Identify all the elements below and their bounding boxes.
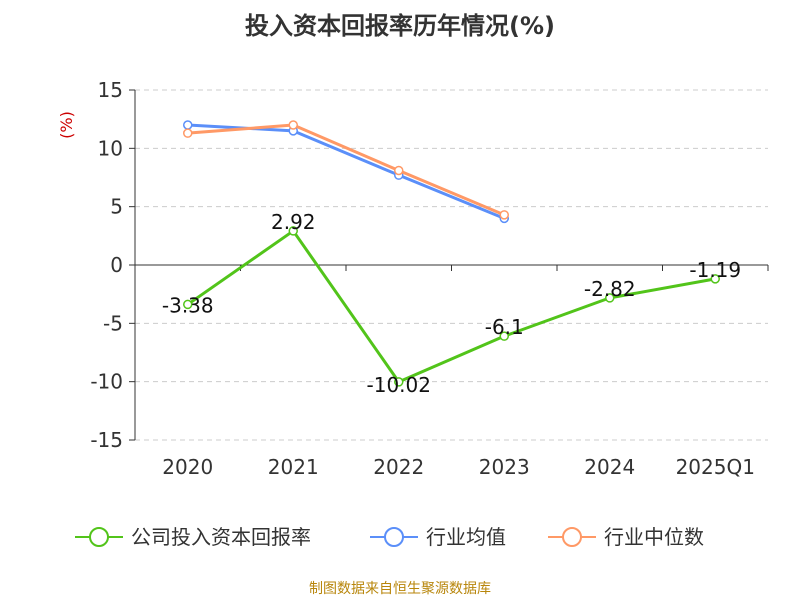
data-point[interactable] bbox=[605, 293, 615, 303]
data-label: -6.1 bbox=[485, 315, 524, 339]
grid-lines bbox=[135, 89, 768, 441]
y-tick-label: 0 bbox=[110, 253, 123, 277]
x-tick-label: 2025Q1 bbox=[676, 455, 755, 479]
data-label: -2.82 bbox=[584, 277, 636, 301]
data-labels: -3.38 2.92 -10.02 -6.1 -2.82 -1.19 bbox=[162, 210, 741, 397]
data-label: -3.38 bbox=[162, 293, 214, 317]
legend-entry[interactable]: 行业均值 bbox=[426, 525, 506, 549]
y-axis-label: (%) bbox=[57, 111, 76, 139]
y-tick-label: 15 bbox=[98, 78, 123, 102]
data-point[interactable] bbox=[183, 120, 193, 130]
y-tick-label: -15 bbox=[90, 428, 123, 452]
data-point[interactable] bbox=[183, 299, 193, 310]
y-tick-label: -5 bbox=[103, 311, 123, 335]
series-line bbox=[186, 229, 716, 384]
x-tick-label: 2022 bbox=[373, 455, 424, 479]
x-tick-label: 2021 bbox=[268, 455, 319, 479]
axes: -15 -10 -5 0 5 10 15 2020 2021 2022 2023 2024 2025Q1 bbox=[90, 78, 769, 479]
data-source-note: 制图数据来自恒生聚源数据库 bbox=[309, 581, 491, 597]
data-point[interactable] bbox=[710, 274, 720, 284]
series-line bbox=[187, 123, 505, 220]
data-point[interactable] bbox=[183, 128, 193, 138]
data-point[interactable] bbox=[288, 226, 298, 236]
legend-marker bbox=[562, 527, 582, 547]
x-tick-label: 2023 bbox=[479, 455, 530, 479]
y-tick-label: -10 bbox=[90, 370, 123, 394]
legend-entry[interactable]: 公司投入资本回报率 bbox=[131, 525, 311, 549]
legend: 公司投入资本回报率 行业均值 行业中位数 bbox=[75, 525, 704, 549]
data-point[interactable] bbox=[499, 331, 509, 341]
series-group bbox=[183, 120, 720, 387]
legend-marker bbox=[89, 527, 109, 547]
data-point[interactable] bbox=[288, 120, 298, 130]
x-tick-label: 2020 bbox=[162, 455, 213, 479]
data-label: -10.02 bbox=[367, 373, 431, 397]
legend-marker bbox=[384, 527, 404, 547]
data-point[interactable] bbox=[499, 210, 509, 220]
x-tick-label: 2024 bbox=[584, 455, 635, 479]
data-point[interactable] bbox=[394, 165, 404, 176]
data-label: -1.19 bbox=[689, 258, 741, 282]
chart-title: 投入资本回报率历年情况(%) bbox=[245, 12, 555, 40]
series-line bbox=[187, 123, 505, 217]
data-point[interactable] bbox=[394, 377, 404, 387]
y-tick-label: 5 bbox=[110, 195, 123, 219]
data-label: 2.92 bbox=[271, 210, 316, 234]
legend-entry[interactable]: 行业中位数 bbox=[604, 525, 704, 549]
y-tick-label: 10 bbox=[98, 136, 123, 160]
